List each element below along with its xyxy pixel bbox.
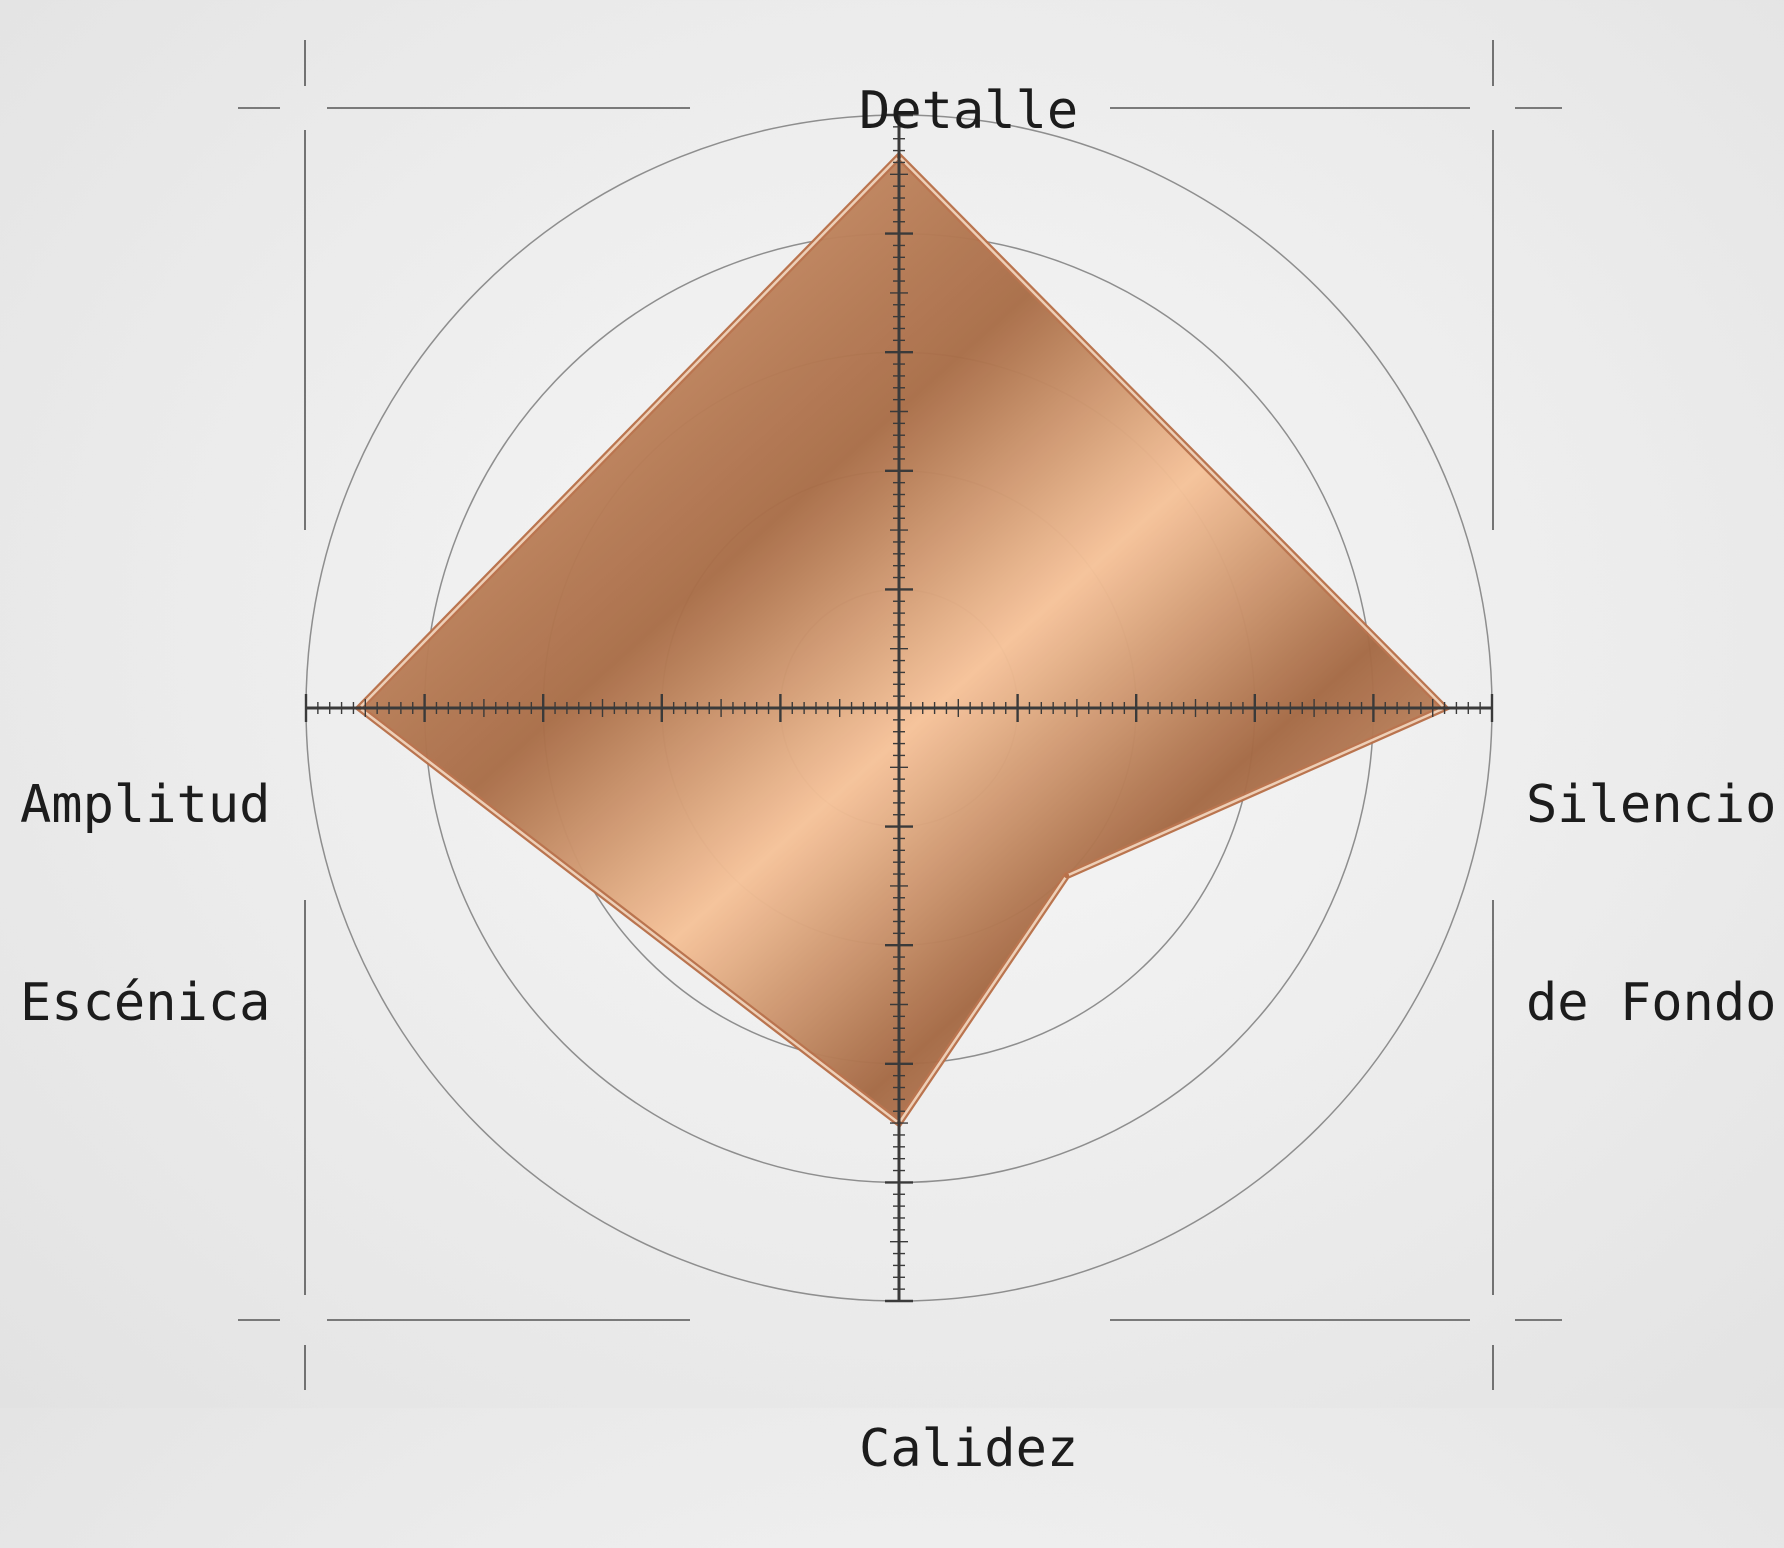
data-polygon xyxy=(354,151,1451,1129)
radar-chart: Detalle Silencio de Fondo Calidez Amplit… xyxy=(0,12,1784,1479)
axis-label-detalle: Detalle xyxy=(0,12,1784,210)
data-polygon-highlight xyxy=(357,154,1447,1125)
data-polygon-group xyxy=(354,151,1451,1129)
axis-label-amplitud-line1: Amplitud xyxy=(20,775,271,835)
frame-lines xyxy=(238,40,1562,1390)
axis-label-silencio: Silencio de Fondo xyxy=(1526,640,1776,1168)
axis-label-amplitud-line2: Escénica xyxy=(20,973,271,1033)
axis-label-detalle-text: Detalle xyxy=(859,81,1079,141)
axis-label-calidez: Calidez xyxy=(0,1350,1784,1548)
data-point xyxy=(1064,873,1070,879)
axis-label-calidez-text: Calidez xyxy=(859,1419,1079,1479)
axis-label-amplitud: Amplitud Escénica xyxy=(20,640,270,1168)
axis-lines xyxy=(304,113,1494,1303)
axis-label-silencio-line2: de Fondo xyxy=(1526,973,1777,1033)
radar-chart-svg xyxy=(238,40,1562,1390)
axis-label-silencio-line1: Silencio xyxy=(1526,775,1777,835)
